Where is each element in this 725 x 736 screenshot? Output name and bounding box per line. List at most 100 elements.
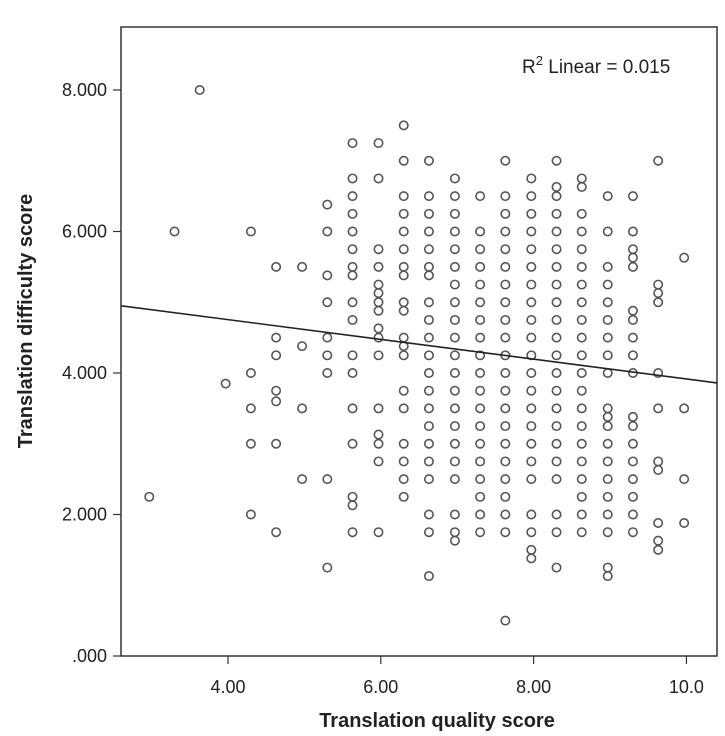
data-point [347,438,358,449]
data-point [423,244,434,255]
data-point [526,173,537,184]
data-point [576,350,587,361]
data-point [449,261,460,272]
data-point [245,367,256,378]
data-point [627,456,638,467]
data-point [373,244,384,255]
data-point [398,244,409,255]
data-point [245,438,256,449]
data-point [576,279,587,290]
data-point [169,226,180,237]
data-point [551,279,562,290]
data-point [526,553,537,564]
data-point [602,474,613,485]
data-point [526,385,537,396]
data-point [653,403,664,414]
data-point [551,562,562,573]
data-point [449,279,460,290]
data-point [475,527,486,538]
y-tick-label: .000 [72,646,107,666]
r-squared-annotation: R2 Linear = 0.015 [522,53,670,78]
data-point [500,332,511,343]
data-point [653,464,664,475]
data-point [322,350,333,361]
data-point [526,456,537,467]
data-point [602,279,613,290]
data-point [500,314,511,325]
data-point [322,474,333,485]
data-point [602,438,613,449]
data-point [602,421,613,432]
data-point [347,208,358,219]
data-point [475,297,486,308]
data-point [576,438,587,449]
y-axis-title: Translation difficulty score [15,194,37,449]
data-point [373,456,384,467]
data-point [423,191,434,202]
data-point [475,509,486,520]
y-tick-label: 6.000 [62,222,107,242]
x-tick-label: 8.00 [516,677,551,697]
data-point [423,421,434,432]
data-point [322,562,333,573]
data-point [627,350,638,361]
data-point [398,438,409,449]
data-point [602,491,613,502]
data-point [526,527,537,538]
data-point [602,314,613,325]
data-point [653,367,664,378]
data-point [475,385,486,396]
data-point [347,173,358,184]
data-point [500,279,511,290]
data-point [551,509,562,520]
fit-line [120,304,718,384]
data-point [627,509,638,520]
data-point [322,199,333,210]
data-point [526,314,537,325]
data-point [449,456,460,467]
data-point [475,261,486,272]
data-point [271,350,282,361]
data-point [423,155,434,166]
y-tick-label: 8.000 [62,80,107,100]
data-point [475,226,486,237]
data-point [423,350,434,361]
data-point [500,438,511,449]
data-point [602,509,613,520]
data-point [449,474,460,485]
data-point [526,191,537,202]
data-point [602,191,613,202]
data-point [627,332,638,343]
data-point [347,270,358,281]
data-point [398,350,409,361]
data-point [449,385,460,396]
data-point [373,261,384,272]
data-point [576,527,587,538]
data-point [449,421,460,432]
data-point [144,491,155,502]
data-point [602,350,613,361]
data-point [398,491,409,502]
data-point [423,571,434,582]
data-point [423,509,434,520]
x-axis-title: Translation quality score [319,710,555,732]
data-point [398,456,409,467]
data-point [475,421,486,432]
data-point [271,332,282,343]
data-point [475,332,486,343]
data-point [576,367,587,378]
data-point [653,155,664,166]
data-point [398,270,409,281]
data-point [500,615,511,626]
data-point [551,261,562,272]
data-point [475,314,486,325]
data-point [500,527,511,538]
data-point [526,367,537,378]
data-point [576,226,587,237]
data-point [576,314,587,325]
data-point [423,226,434,237]
data-point [475,438,486,449]
data-point [500,456,511,467]
data-point [551,474,562,485]
